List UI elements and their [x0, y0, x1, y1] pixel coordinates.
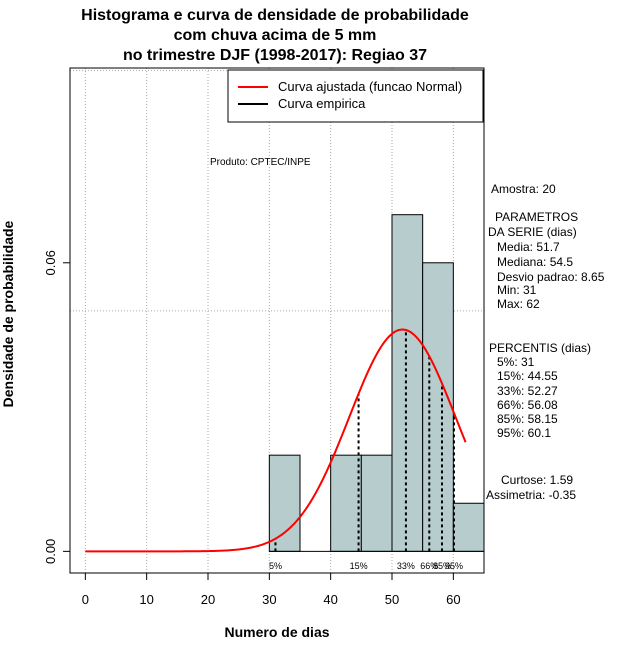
- percentile-label: 33%: [397, 561, 415, 571]
- x-tick-label: 30: [262, 592, 276, 607]
- y-tick-label: 0.00: [43, 539, 58, 564]
- stat-max: Max: 62: [497, 297, 540, 311]
- legend-empirical-label: Curva empirica: [278, 96, 366, 111]
- plot-frame: [69, 67, 485, 574]
- histogram-bar: [452, 502, 485, 552]
- histogram-bar: [391, 214, 424, 552]
- histogram-bar: [360, 454, 393, 552]
- stat-desvio: Desvio padrao: 8.65: [497, 270, 605, 284]
- x-tick-label: 10: [139, 592, 153, 607]
- legend: Curva ajustada (funcao Normal) Curva emp…: [227, 69, 484, 123]
- product-label: Produto: CPTEC/INPE: [210, 157, 311, 168]
- stat-curtose: Curtose: 1.59: [501, 473, 574, 487]
- stat-min: Min: 31: [497, 283, 537, 297]
- percentile-label: 5%: [269, 561, 282, 571]
- stat-media: Media: 51.7: [497, 240, 560, 254]
- chart-title-line-1: Histograma e curva de densidade de proba…: [81, 7, 469, 24]
- stat-amostra: Amostra: 20: [491, 182, 556, 196]
- stat-p66: 66%: 56.08: [497, 398, 558, 412]
- legend-fitted-label: Curva ajustada (funcao Normal): [278, 79, 462, 94]
- histogram-bar: [268, 454, 301, 552]
- stat-p33: 33%: 52.27: [497, 384, 558, 398]
- percentile-label: 66%: [420, 561, 438, 571]
- chart-title-line-2: com chuva acima de 5 mm: [173, 27, 377, 44]
- stat-p15: 15%: 44.55: [497, 369, 558, 383]
- legend-box: [227, 69, 484, 123]
- histogram-bar: [422, 262, 454, 552]
- x-tick-label: 0: [82, 592, 89, 607]
- stat-percentis-title: PERCENTIS (dias): [489, 341, 592, 355]
- percentile-label: 85%: [433, 561, 451, 571]
- x-tick-label: 50: [385, 592, 399, 607]
- x-tick-label: 20: [201, 592, 215, 607]
- y-tick-label: 0.06: [43, 250, 58, 275]
- percentile-label: 95%: [445, 561, 463, 571]
- stat-p5: 5%: 31: [497, 355, 535, 369]
- stat-p95: 95%: 60.1: [497, 426, 552, 440]
- stat-p85: 85%: 58.15: [497, 412, 558, 426]
- x-tick-label: 60: [446, 592, 460, 607]
- x-tick-label: 40: [323, 592, 337, 607]
- x-axis-label: Numero de dias: [224, 624, 330, 640]
- stat-param-title-1: PARAMETROS: [495, 210, 579, 224]
- stat-assimetria: Assimetria: -0.35: [486, 488, 577, 502]
- histogram-bar: [330, 454, 362, 552]
- percentile-label: 15%: [350, 561, 368, 571]
- chart-title-line-3: no trimestre DJF (1998-2017): Regiao 37: [122, 47, 428, 64]
- normal-fit-curve: [85, 328, 467, 553]
- stat-mediana: Mediana: 54.5: [497, 255, 574, 269]
- stat-param-title-2: DA SERIE (dias): [488, 225, 577, 239]
